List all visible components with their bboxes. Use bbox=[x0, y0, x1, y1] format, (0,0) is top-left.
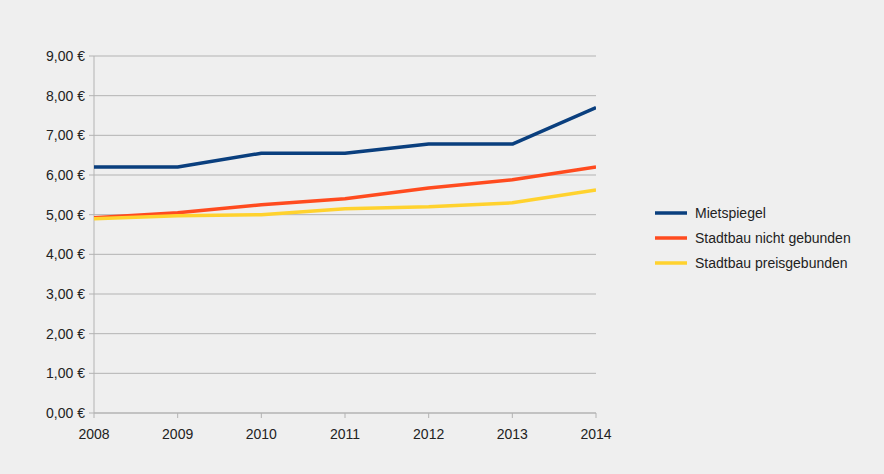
tick-label: 9,00 € bbox=[46, 48, 85, 64]
tick-mark bbox=[596, 413, 597, 418]
tick-label: 2008 bbox=[78, 426, 109, 442]
legend-swatch bbox=[655, 236, 687, 240]
tick-label: 2,00 € bbox=[46, 326, 85, 342]
chart: 0,00 € 1,00 € 2,00 € 3,00 € 4,00 € 5,00 € 6,00… bbox=[0, 0, 884, 474]
tick-label: 2010 bbox=[246, 426, 277, 442]
tick-mark bbox=[89, 373, 94, 374]
grid-line bbox=[94, 175, 596, 176]
background bbox=[0, 0, 884, 474]
tick-label: 5,00 € bbox=[46, 207, 85, 223]
tick-mark bbox=[177, 413, 178, 418]
tick-mark bbox=[94, 413, 95, 418]
tick-label: 7,00 € bbox=[46, 127, 85, 143]
tick-label: 2014 bbox=[580, 426, 611, 442]
legend-label: Stadtbau nicht gebunden bbox=[695, 230, 851, 246]
grid-line bbox=[94, 294, 596, 295]
tick-mark bbox=[428, 413, 429, 418]
tick-label: 2009 bbox=[162, 426, 193, 442]
tick-label: 2011 bbox=[330, 426, 360, 442]
series-line bbox=[94, 167, 596, 218]
tick-mark bbox=[345, 413, 346, 418]
tick-label: 4,00 € bbox=[46, 246, 85, 262]
grid-line bbox=[94, 95, 596, 96]
tick-mark bbox=[89, 56, 94, 57]
series-line bbox=[94, 108, 596, 168]
grid-line bbox=[94, 254, 596, 255]
grid-line bbox=[94, 333, 596, 334]
legend-label: Mietspiegel bbox=[695, 205, 766, 221]
grid-line bbox=[94, 373, 596, 374]
legend-swatch bbox=[655, 211, 687, 215]
tick-label: 3,00 € bbox=[46, 286, 85, 302]
legend-swatch bbox=[655, 261, 687, 265]
grid-line bbox=[94, 56, 596, 57]
legend-label: Stadtbau preisgebunden bbox=[695, 255, 848, 271]
tick-label: 1,00 € bbox=[46, 365, 85, 381]
tick-mark bbox=[89, 413, 94, 414]
tick-mark bbox=[512, 413, 513, 418]
tick-mark bbox=[89, 135, 94, 136]
tick-mark bbox=[261, 413, 262, 418]
tick-mark bbox=[89, 95, 94, 96]
tick-label: 2013 bbox=[497, 426, 528, 442]
tick-label: 6,00 € bbox=[46, 167, 85, 183]
y-axis bbox=[94, 56, 95, 413]
tick-mark bbox=[89, 254, 94, 255]
tick-mark bbox=[89, 333, 94, 334]
plot-area bbox=[94, 108, 596, 219]
tick-mark bbox=[89, 175, 94, 176]
tick-mark bbox=[89, 294, 94, 295]
tick-label: 0,00 € bbox=[46, 405, 85, 421]
series-line bbox=[94, 190, 596, 219]
grid-line bbox=[94, 135, 596, 136]
tick-label: 2012 bbox=[413, 426, 444, 442]
tick-mark bbox=[89, 214, 94, 215]
tick-label: 8,00 € bbox=[46, 88, 85, 104]
